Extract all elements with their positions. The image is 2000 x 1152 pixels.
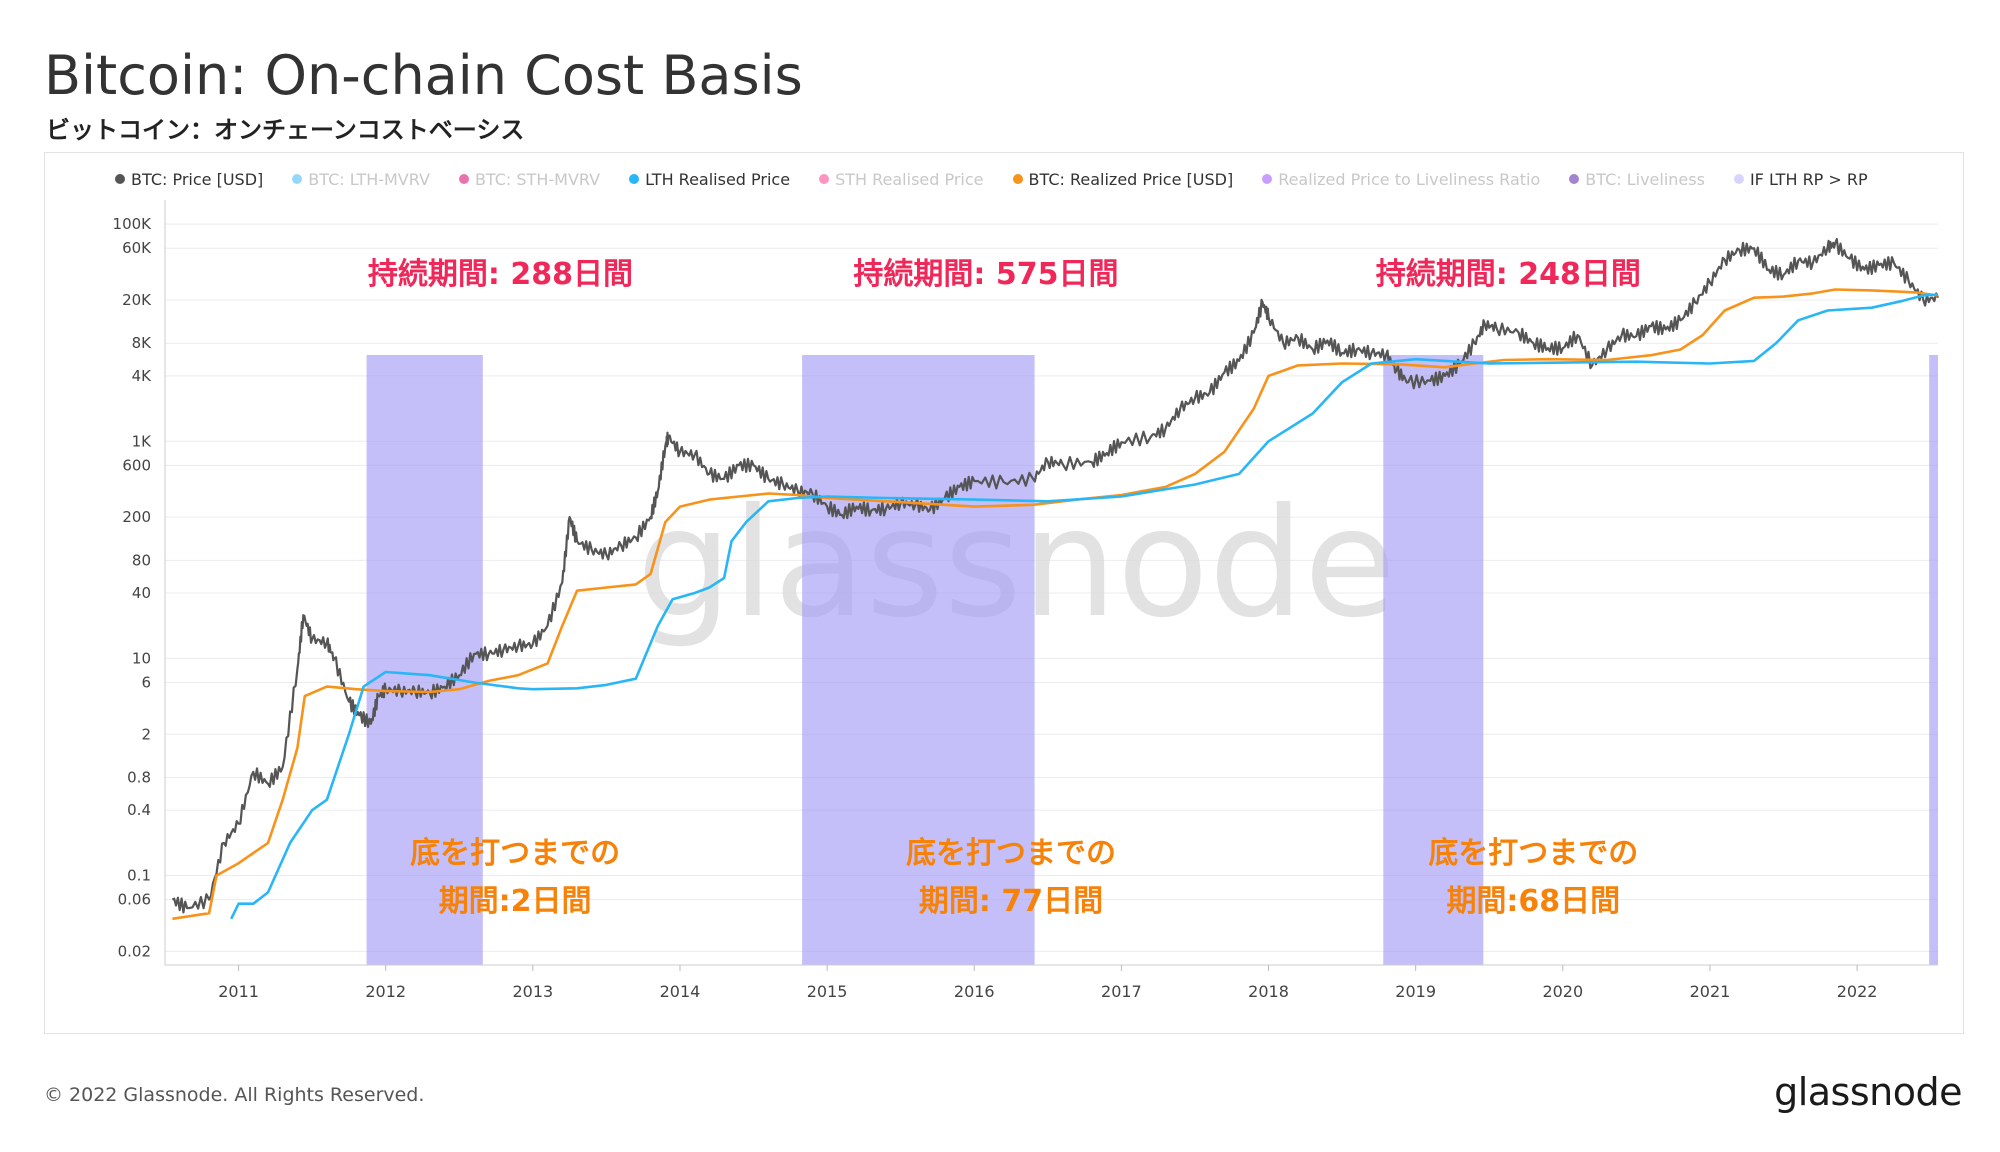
y-tick-label: 0.8 [127, 768, 151, 786]
y-tick-label: 60K [122, 239, 152, 257]
x-tick-label: 2012 [365, 982, 406, 1001]
annotation-label: 期間: 77日間 [919, 884, 1103, 919]
y-tick-label: 0.4 [127, 801, 151, 819]
annotation-label: 底を打つまでの [410, 836, 620, 871]
legend-label: BTC: Realized Price [USD] [1028, 169, 1234, 189]
y-tick-label: 4K [132, 367, 153, 385]
y-tick-label: 10 [132, 649, 151, 667]
copyright-text: © 2022 Glassnode. All Rights Reserved. [44, 1084, 425, 1106]
series-line [171, 238, 1940, 914]
legend-item[interactable]: Realized Price to Liveliness Ratio [1262, 170, 1540, 189]
x-tick-label: 2016 [954, 982, 995, 1001]
series-lines [171, 238, 1940, 921]
legend-label: BTC: Liveliness [1585, 169, 1705, 189]
legend-swatch-icon [115, 174, 125, 184]
legend-swatch-icon [458, 174, 469, 184]
legend-item[interactable]: IF LTH RP > RP [1733, 169, 1868, 189]
y-tick-label: 20K [122, 291, 152, 309]
annotation-label: 期間:2日間 [439, 884, 592, 919]
series-line [172, 288, 1939, 921]
legend-item[interactable]: BTC: Liveliness [1569, 170, 1705, 189]
x-tick-label: 2013 [512, 982, 553, 1001]
y-tick-label: 200 [122, 508, 151, 526]
shaded-region [366, 355, 483, 965]
legend-item[interactable]: BTC: LTH-MVRV [292, 170, 430, 189]
legend-item[interactable]: BTC: Realized Price [USD] [1012, 169, 1234, 189]
y-tick-label: 1K [132, 432, 153, 450]
shaded-regions [366, 355, 1938, 965]
glassnode-logo: glassnode [1774, 1070, 1962, 1114]
x-tick-label: 2019 [1395, 982, 1436, 1001]
x-tick-label: 2015 [807, 982, 848, 1001]
annotations: 持続期間: 288日間 持続期間: 575日間 持続期間: 248日間底を打つまでの… [368, 257, 1641, 919]
y-tick-label: 0.1 [127, 867, 151, 885]
legend-swatch-icon [1012, 174, 1023, 184]
annotation-label: 持続期間: 248日間 [1376, 257, 1641, 292]
series-line [230, 293, 1939, 920]
annotation-label: 持続期間: 575日間 [853, 257, 1118, 292]
chart-panel [44, 152, 1964, 1034]
legend-item[interactable]: BTC: STH-MVRV [458, 169, 601, 189]
x-tick-label: 2011 [218, 982, 259, 1001]
axes: 100K 60K 20K 8K 4K 1K 600 200 80 40 10 6 2 0.8 0.4 0.1 0… [113, 200, 1938, 1001]
shaded-region [802, 355, 1035, 965]
legend-item[interactable]: LTH Realised Price [629, 170, 790, 189]
annotation-label: 底を打つまでの [1428, 836, 1638, 871]
y-tick-label: 0.02 [118, 942, 151, 960]
legend-label: IF LTH RP > RP [1749, 169, 1868, 189]
legend-label: Realized Price to Liveliness Ratio [1278, 169, 1541, 189]
y-tick-label: 600 [122, 456, 151, 474]
x-tick-label: 2020 [1542, 982, 1583, 1001]
page-title: Bitcoin: On-chain Cost Basis [44, 44, 803, 107]
x-tick-label: 2022 [1837, 982, 1878, 1001]
y-tick-label: 0.06 [118, 891, 151, 909]
x-tick-label: 2018 [1248, 982, 1289, 1001]
legend-swatch-icon [819, 174, 830, 184]
legend-label: LTH Realised Price [645, 169, 791, 189]
legend-label: BTC: STH-MVRV [474, 169, 601, 189]
x-tick-label: 2014 [660, 982, 701, 1001]
x-tick-label: 2017 [1101, 982, 1142, 1001]
annotation-label: 期間:68日間 [1446, 884, 1620, 919]
legend-item[interactable]: STH Realised Price [819, 169, 984, 189]
annotation-label: 底を打つまでの [906, 836, 1116, 871]
annotation-label: 持続期間: 288日間 [368, 257, 633, 292]
shaded-region [1929, 355, 1938, 965]
y-tick-label: 40 [132, 584, 151, 602]
y-tick-label: 2 [141, 725, 151, 743]
x-tick-label: 2021 [1690, 982, 1731, 1001]
legend-swatch-icon [629, 174, 640, 184]
legend-item[interactable]: BTC: Price [USD] [115, 170, 263, 189]
legend-label: BTC: LTH-MVRV [308, 169, 430, 189]
y-tick-label: 100K [113, 215, 153, 233]
shaded-region [1383, 355, 1484, 965]
y-tick-label: 6 [141, 673, 151, 691]
legend-swatch-icon [1733, 174, 1744, 184]
page-subtitle: ビットコイン：オンチェーンコストベーシス [46, 116, 525, 144]
legend-label: STH Realised Price [835, 169, 984, 189]
legend-swatch-icon [292, 174, 303, 184]
y-tick-label: 8K [132, 334, 153, 352]
legend-label: BTC: Price [USD] [131, 169, 264, 189]
legend-swatch-icon [1569, 174, 1580, 184]
y-tick-label: 80 [132, 551, 151, 569]
chart-legend: BTC: Price [USD] BTC: LTH-MVRV BTC: STH-MV… [115, 168, 1868, 190]
legend-swatch-icon [1262, 174, 1273, 184]
